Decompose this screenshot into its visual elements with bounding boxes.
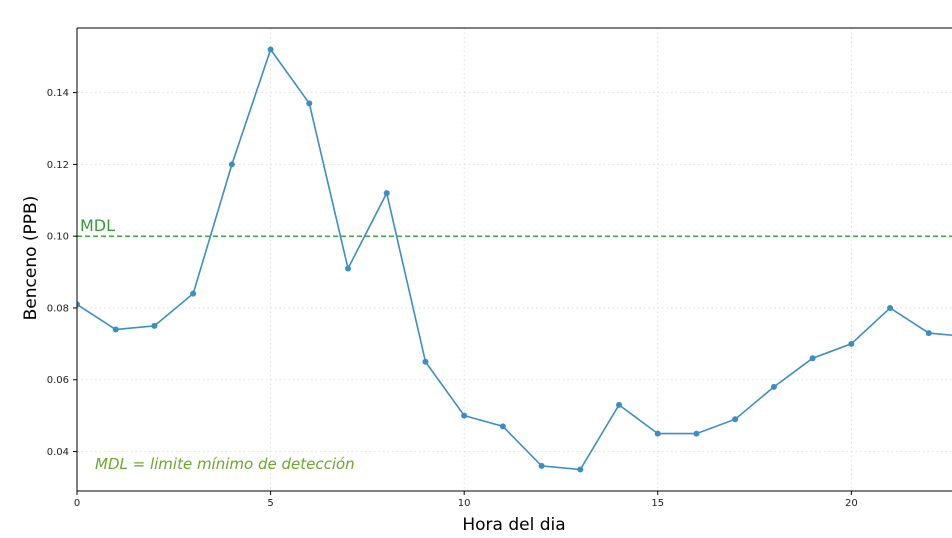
- data-point: [887, 304, 894, 311]
- data-point: [770, 383, 777, 390]
- data-series: [77, 46, 952, 473]
- data-point: [848, 340, 855, 347]
- data-point: [383, 190, 390, 197]
- series-line: [77, 47, 952, 471]
- data-point: [538, 462, 545, 469]
- data-point: [77, 301, 80, 308]
- tick-labels: 0 5 10 15 20 0.04 0.06 0.08 0.10 0.12 0.14: [47, 88, 858, 509]
- y-axis-label: Benceno (PPB): [21, 196, 41, 321]
- x-tick-label: 10: [458, 498, 471, 509]
- data-point: [267, 46, 274, 53]
- data-point: [925, 330, 932, 337]
- x-tick-label: 20: [845, 498, 858, 509]
- grid-lines: [76, 28, 952, 491]
- y-tick-label: 0.04: [47, 447, 69, 458]
- data-point: [112, 326, 119, 333]
- data-point: [345, 265, 352, 272]
- plot-frame: [76, 27, 952, 492]
- data-point: [654, 430, 661, 437]
- x-axis-label: Hora del dia: [462, 515, 565, 535]
- data-point: [616, 401, 623, 408]
- data-point: [422, 358, 429, 365]
- x-tick-label: 0: [74, 498, 80, 509]
- y-tick-label: 0.08: [47, 303, 69, 314]
- data-point: [461, 412, 468, 419]
- data-point: [190, 290, 197, 297]
- mdl-annotation: MDL = limite mínimo de detección: [95, 455, 355, 473]
- data-point: [577, 466, 584, 473]
- data-point: [499, 423, 506, 430]
- data-point: [228, 161, 235, 168]
- data-point: [732, 416, 739, 423]
- data-point: [693, 430, 700, 437]
- y-tick-label: 0.10: [47, 232, 69, 243]
- data-point: [151, 322, 158, 329]
- y-tick-label: 0.06: [47, 375, 69, 386]
- x-tick-label: 15: [651, 498, 664, 509]
- data-point: [306, 100, 313, 107]
- mdl-label: MDL: [80, 216, 115, 235]
- y-tick-label: 0.12: [47, 160, 69, 171]
- x-tick-label: 5: [267, 498, 273, 509]
- data-point: [809, 355, 816, 362]
- y-tick-label: 0.14: [47, 88, 69, 99]
